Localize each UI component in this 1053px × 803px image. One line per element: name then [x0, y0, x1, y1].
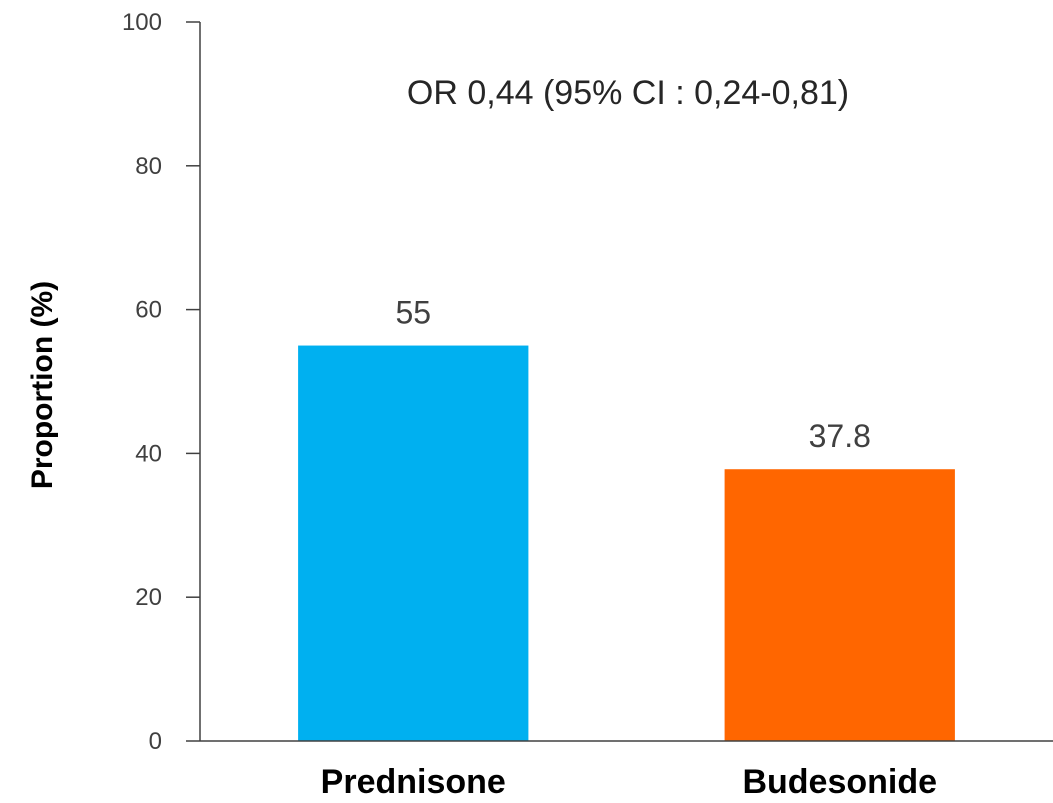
bar-prednisone [298, 345, 529, 741]
y-tick-label: 40 [135, 440, 162, 467]
y-tick-label: 80 [135, 153, 162, 180]
data-label: 55 [395, 295, 431, 331]
data-label: 37.8 [809, 418, 871, 454]
odds-ratio-annotation: OR 0,44 (95% CI : 0,24-0,81) [407, 74, 849, 112]
x-category-label: Prednisone [321, 763, 506, 801]
y-tick-label: 60 [135, 297, 162, 324]
bar-budesonide [724, 469, 955, 741]
x-category-label: Budesonide [742, 763, 937, 801]
y-tick-label: 20 [135, 584, 162, 611]
y-axis-label: Proportion (%) [26, 281, 59, 489]
y-tick-label: 0 [149, 728, 162, 755]
y-tick-label: 100 [122, 9, 162, 36]
